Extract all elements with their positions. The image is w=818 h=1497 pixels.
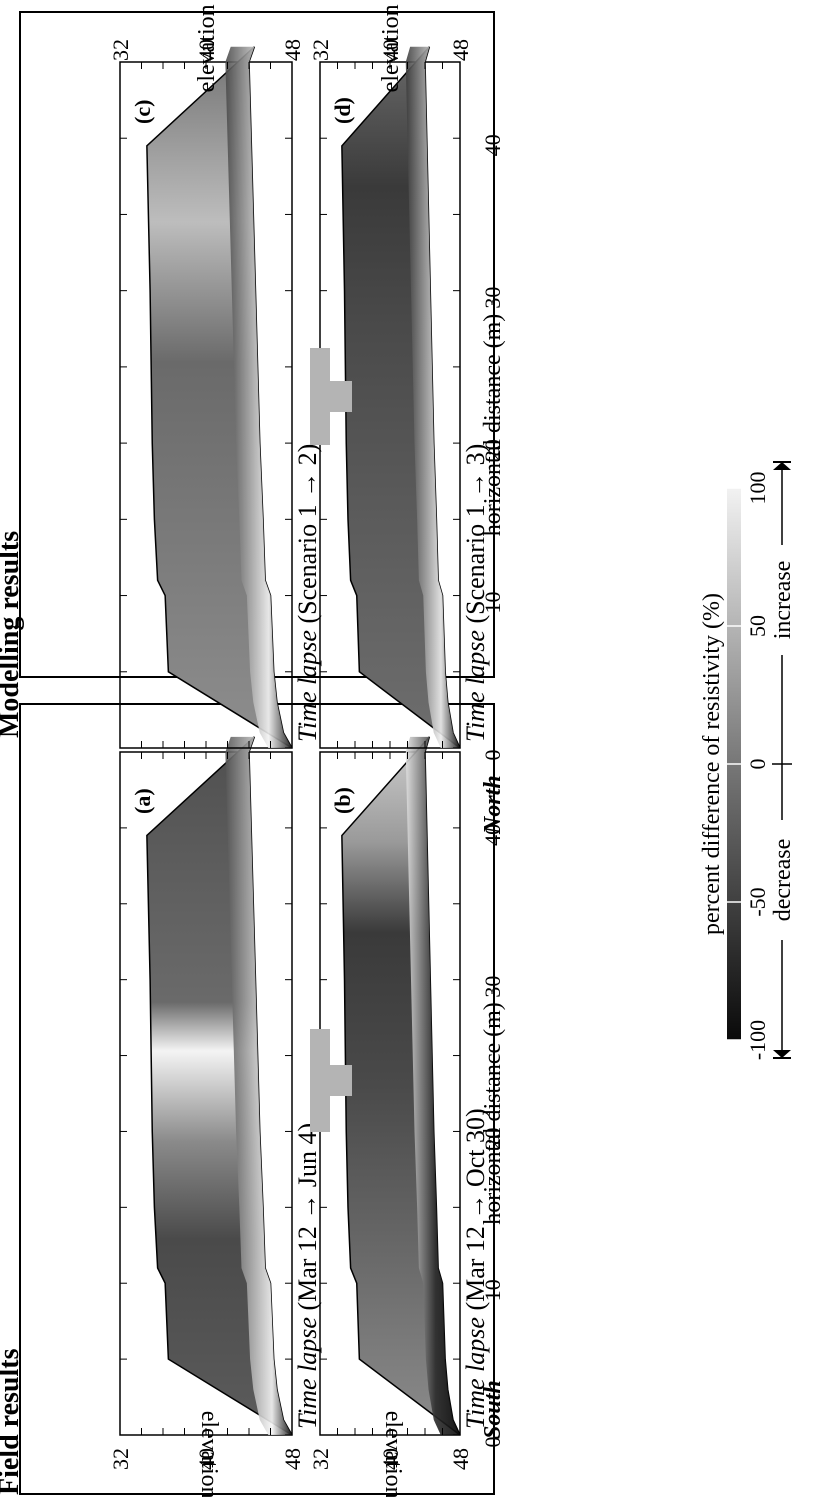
x-tick-label: 10 <box>480 592 505 614</box>
x-tick-label: 10 <box>480 1279 505 1301</box>
panel-a: (a) Time lapse (Mar 12 → Jun 4) 48 40 32 elev… <box>108 736 322 1497</box>
x-tick-label: 0 <box>480 750 505 761</box>
panel-letter-b: (b) <box>330 787 355 814</box>
x-tick-label: 40 <box>480 134 505 156</box>
surface-band-c <box>225 46 292 748</box>
surface-band-b <box>405 736 460 1435</box>
panel-letter-a: (a) <box>130 788 155 814</box>
panel-letter-d: (d) <box>330 97 355 124</box>
x-axis-label: horizontal distance (m) <box>480 314 506 537</box>
panel-letter-c: (c) <box>130 100 155 124</box>
panel-c: (c) Time lapse (Scenario 1 → 2) 48 40 32 elev… <box>108 0 322 749</box>
colorbar-tick-label: -50 <box>745 887 770 916</box>
x-tick-label: 30 <box>480 287 505 309</box>
north-label: North <box>480 775 506 835</box>
panel-title-a: Time lapse (Mar 12 → Jun 4) <box>293 1123 322 1429</box>
decrease-label: decrease <box>770 839 796 922</box>
panel-title-d: Time lapse (Scenario 1 → 3) <box>461 444 490 742</box>
panel-d: (d) Time lapse (Scenario 1 → 3) 0 10 20 30 40 h… <box>308 0 506 761</box>
y-tick-label: 32 <box>108 1448 133 1470</box>
y-axis-label: elevation (m) <box>378 0 404 92</box>
x-tick-label: 20 <box>480 439 505 461</box>
y-tick-label: 32 <box>108 39 133 61</box>
y-axis-label: elevation (m) <box>380 1411 406 1497</box>
y-axis-label: elevation (m) <box>196 1411 222 1497</box>
arrow-head-down <box>773 1050 791 1058</box>
surface-band-d <box>405 46 460 748</box>
y-tick-label: 48 <box>280 39 305 61</box>
colorbar-tick-label: -100 <box>745 1020 770 1060</box>
y-tick-label: 40 <box>194 39 219 61</box>
y-tick-label: 48 <box>448 1448 473 1470</box>
arrow-head-up <box>773 462 791 470</box>
panel-title-c: Time lapse (Scenario 1 → 2) <box>293 444 322 742</box>
panels: (a) Time lapse (Mar 12 → Jun 4) 48 40 32 elev… <box>108 0 506 1497</box>
y-tick-label: 32 <box>308 39 333 61</box>
colorbar-tick-label: 0 <box>745 759 770 770</box>
surface-band-a <box>225 736 292 1435</box>
x-axis-label: horizontal distance (m) <box>480 1002 506 1225</box>
panel-title-b: Time lapse (Mar 12 → Oct 30) <box>461 1108 490 1429</box>
model-section-title: Modelling results <box>0 531 25 738</box>
panel-b: (b) Time lapse (Mar 12 → Oct 30) 0 10 20 30 40… <box>308 736 506 1497</box>
colorbar-tick-label: 100 <box>745 472 770 505</box>
y-tick-label: 48 <box>448 39 473 61</box>
x-tick-label: 0 <box>480 1437 505 1448</box>
increase-label: increase <box>770 561 796 640</box>
colorbar-tick-label: 50 <box>745 615 770 637</box>
x-tick-label: 40 <box>480 824 505 846</box>
y-tick-label: 40 <box>194 1448 219 1470</box>
y-tick-label: 48 <box>280 1448 305 1470</box>
colorbar-title: percent difference of resistivity (%) <box>699 593 725 935</box>
field-section-title: Field results <box>0 1348 25 1495</box>
x-tick-label: 30 <box>480 976 505 998</box>
y-tick-label: 32 <box>308 1448 333 1470</box>
arrow-field <box>310 1029 352 1132</box>
colorbar: -100 -50 0 50 100 percent difference of resis… <box>699 461 796 1060</box>
y-tick-label: 40 <box>378 1448 403 1470</box>
arrow-model <box>310 348 352 445</box>
x-tick-label: 20 <box>480 1127 505 1149</box>
south-label: South <box>480 1380 506 1439</box>
y-tick-label: 40 <box>378 39 403 61</box>
y-axis-label: elevation (m) <box>194 0 220 92</box>
